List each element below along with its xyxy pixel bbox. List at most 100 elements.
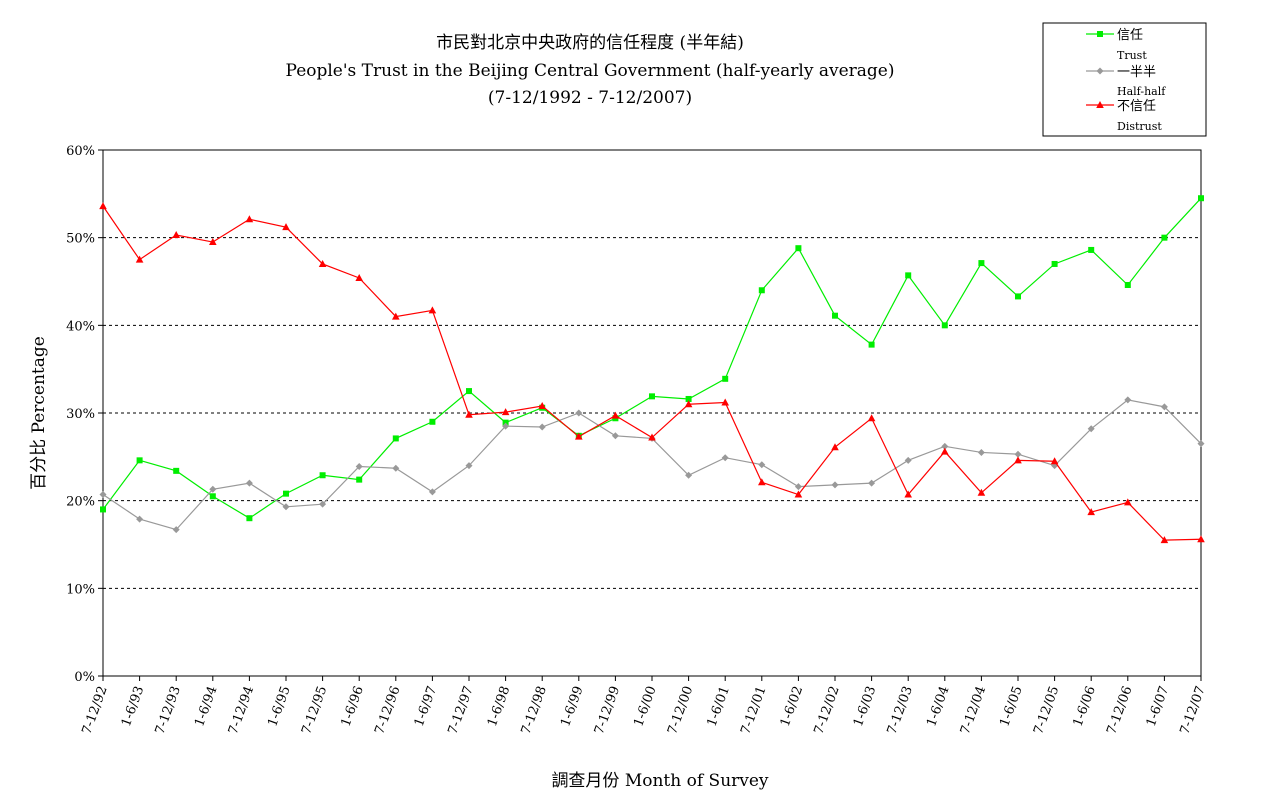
data-point-trust bbox=[502, 419, 509, 426]
data-point-trust bbox=[905, 272, 912, 279]
legend-marker-diamond-icon bbox=[1096, 67, 1104, 75]
x-tick-label: 1-6/06 bbox=[1071, 684, 1099, 728]
x-tick-label: 1-6/97 bbox=[412, 684, 440, 728]
data-point-distrust bbox=[392, 312, 400, 320]
x-tick-label: 1-6/07 bbox=[1144, 684, 1172, 728]
x-tick-label: 7-12/93 bbox=[153, 684, 184, 736]
legend-marker-square-icon bbox=[1097, 31, 1103, 37]
y-tick-label: 10% bbox=[66, 582, 95, 597]
x-tick-label: 1-6/02 bbox=[778, 684, 806, 728]
x-tick-label: 7-12/02 bbox=[812, 684, 843, 736]
x-tick-label: 1-6/99 bbox=[558, 684, 586, 728]
data-point-trust bbox=[1015, 293, 1021, 300]
data-point-trust bbox=[136, 457, 143, 464]
data-point-distrust bbox=[977, 488, 986, 496]
x-tick-label: 1-6/01 bbox=[705, 684, 733, 728]
data-point-distrust bbox=[355, 273, 363, 281]
data-point-distrust bbox=[282, 223, 290, 231]
x-tick-label: 7-12/96 bbox=[372, 684, 403, 736]
series-trust bbox=[100, 195, 1204, 522]
x-tick-label: 1-6/05 bbox=[997, 684, 1025, 728]
y-tick-label: 20% bbox=[66, 495, 95, 510]
x-tick-label: 7-12/99 bbox=[592, 684, 623, 736]
x-tick-label: 7-12/06 bbox=[1104, 684, 1135, 736]
data-point-distrust bbox=[684, 400, 693, 408]
data-point-half-half bbox=[502, 422, 510, 430]
data-point-distrust bbox=[428, 306, 437, 314]
x-axis-title: 調查月份 Month of Survey bbox=[551, 771, 768, 791]
data-point-half-half bbox=[172, 526, 180, 534]
legend: 信任 Trust 一半半 Half-half 不信任 Distrust bbox=[1042, 22, 1207, 137]
data-point-distrust bbox=[648, 433, 656, 441]
data-point-distrust bbox=[1050, 457, 1059, 465]
data-point-distrust bbox=[1014, 456, 1022, 464]
legend-item-distrust: 不信任 Distrust bbox=[1086, 99, 1162, 133]
x-tick-label: 7-12/07 bbox=[1178, 684, 1209, 736]
x-tick-label: 7-12/98 bbox=[519, 684, 550, 736]
series-line-trust bbox=[102, 197, 1202, 519]
x-tick-label: 7-12/94 bbox=[226, 684, 257, 736]
data-point-distrust bbox=[831, 443, 839, 451]
x-tick-label: 1-6/04 bbox=[924, 684, 952, 728]
x-tick-label: 1-6/95 bbox=[265, 684, 293, 728]
gridlines bbox=[103, 237, 1201, 589]
data-point-half-half bbox=[136, 515, 144, 523]
x-tick-label: 1-6/00 bbox=[631, 684, 659, 728]
data-point-distrust bbox=[1087, 508, 1095, 516]
data-point-distrust bbox=[501, 408, 510, 416]
data-point-trust bbox=[1088, 246, 1095, 253]
x-tick-label: 1-6/94 bbox=[192, 684, 220, 728]
data-point-distrust bbox=[209, 238, 217, 246]
data-point-half-half bbox=[282, 503, 290, 511]
data-point-half-half bbox=[977, 448, 985, 456]
data-point-distrust bbox=[1160, 536, 1169, 544]
data-point-trust bbox=[429, 418, 436, 425]
y-tick-label: 40% bbox=[66, 319, 95, 334]
data-point-trust bbox=[1124, 282, 1131, 289]
data-point-distrust bbox=[758, 478, 766, 486]
x-tick-label: 7-12/92 bbox=[80, 684, 111, 736]
data-point-half-half bbox=[99, 491, 107, 499]
data-point-distrust bbox=[721, 398, 729, 406]
data-point-half-half bbox=[904, 456, 912, 464]
data-point-trust bbox=[1051, 260, 1058, 267]
data-point-trust bbox=[1198, 195, 1204, 202]
x-tick-label: 7-12/04 bbox=[958, 684, 989, 736]
data-point-trust bbox=[100, 506, 106, 513]
data-point-half-half bbox=[831, 481, 839, 489]
data-point-half-half bbox=[941, 442, 949, 450]
data-point-trust bbox=[941, 322, 948, 329]
data-point-half-half bbox=[1160, 403, 1168, 411]
data-point-trust bbox=[795, 245, 802, 252]
legend-item-trust: 信任 Trust bbox=[1086, 28, 1147, 62]
data-point-trust bbox=[246, 515, 253, 522]
data-point-trust bbox=[173, 467, 180, 474]
series-line-distrust bbox=[102, 205, 1202, 541]
data-point-trust bbox=[356, 476, 363, 483]
data-point-distrust bbox=[941, 447, 949, 455]
y-axis-title: 百分比 Percentage bbox=[29, 336, 49, 490]
x-tick-label: 7-12/95 bbox=[299, 684, 330, 736]
y-tick-label: 30% bbox=[66, 407, 95, 422]
data-point-distrust bbox=[245, 215, 254, 223]
data-point-distrust bbox=[611, 411, 620, 419]
x-tick-label: 7-12/05 bbox=[1031, 684, 1062, 736]
x-axis-ticks: 7-12/92 1-6/93 7-12/93 1-6/94 7-12/94 1-6/95 7… bbox=[80, 676, 1209, 736]
x-tick-label: 1-6/96 bbox=[339, 684, 367, 728]
data-point-trust bbox=[758, 287, 765, 294]
data-point-trust bbox=[392, 435, 399, 442]
x-tick-label: 7-12/00 bbox=[665, 684, 696, 736]
y-tick-label: 50% bbox=[66, 232, 95, 247]
data-point-trust bbox=[868, 341, 875, 348]
data-point-half-half bbox=[209, 485, 217, 493]
data-point-distrust bbox=[904, 490, 912, 498]
chart-title-zh: 市民對北京中央政府的信任程度 (半年結) bbox=[436, 33, 744, 53]
x-tick-label: 1-6/98 bbox=[485, 684, 513, 728]
data-point-distrust bbox=[867, 414, 876, 422]
data-point-trust bbox=[466, 388, 472, 395]
series-line-half-half bbox=[102, 399, 1202, 531]
legend-label-trust-zh: 信任 bbox=[1117, 28, 1143, 43]
legend-label-trust-en: Trust bbox=[1117, 49, 1147, 62]
data-point-half-half bbox=[428, 488, 436, 496]
